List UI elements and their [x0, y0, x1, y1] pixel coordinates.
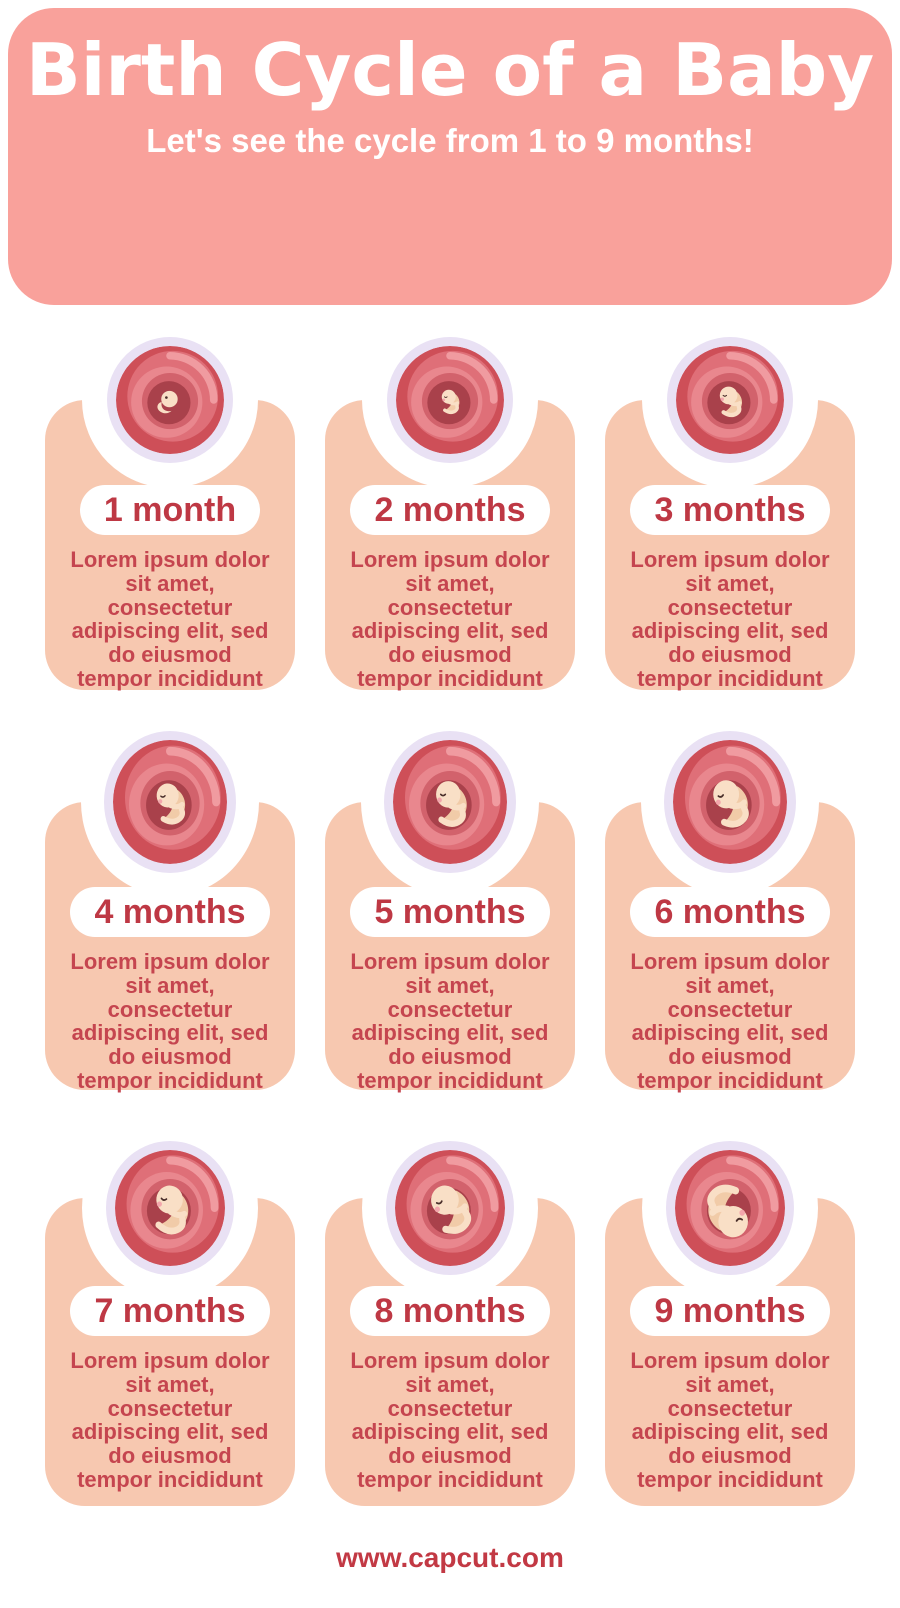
womb-illustration-icon [384, 731, 516, 873]
cards-row-2: 4 months Lorem ipsum dolor sit amet, con… [0, 708, 900, 1093]
womb-illustration-icon [667, 337, 793, 463]
month-card: 7 months Lorem ipsum dolor sit amet, con… [45, 1117, 295, 1506]
header-banner: Birth Cycle of a Baby Let's see the cycl… [8, 8, 892, 305]
womb-illustration-icon [386, 1141, 514, 1275]
cards-grid: 1 month Lorem ipsum dolor sit amet, cons… [0, 312, 900, 1506]
womb-illustration-icon [104, 731, 236, 873]
card-description: Lorem ipsum dolor sit amet, consectetur … [70, 1348, 270, 1492]
website-url: www.capcut.com [336, 1542, 564, 1573]
month-label: 5 months [350, 887, 550, 937]
month-card: 2 months Lorem ipsum dolor sit amet, con… [325, 312, 575, 691]
card-description: Lorem ipsum dolor sit amet, consectetur … [630, 547, 830, 691]
month-label: 2 months [350, 485, 550, 535]
month-card: 6 months Lorem ipsum dolor sit amet, con… [605, 708, 855, 1093]
womb-illustration-icon [664, 731, 796, 873]
month-label: 1 month [79, 485, 261, 535]
month-card: 4 months Lorem ipsum dolor sit amet, con… [45, 708, 295, 1093]
month-card: 9 months Lorem ipsum dolor sit amet, con… [605, 1117, 855, 1506]
month-label: 8 months [350, 1286, 550, 1336]
month-label-pill: 7 months [45, 1286, 295, 1336]
infographic-canvas: Birth Cycle of a Baby Let's see the cycl… [0, 8, 900, 1574]
month-label-pill: 3 months [605, 485, 855, 535]
month-label-pill: 8 months [325, 1286, 575, 1336]
month-label: 3 months [630, 485, 830, 535]
month-label-pill: 4 months [45, 887, 295, 937]
month-label-pill: 5 months [325, 887, 575, 937]
month-label-pill: 1 month [45, 485, 295, 535]
month-card: 5 months Lorem ipsum dolor sit amet, con… [325, 708, 575, 1093]
card-description: Lorem ipsum dolor sit amet, consectetur … [70, 949, 270, 1093]
month-label: 4 months [70, 887, 270, 937]
month-card: 8 months Lorem ipsum dolor sit amet, con… [325, 1117, 575, 1506]
womb-illustration-icon [106, 1141, 234, 1275]
month-label: 6 months [630, 887, 830, 937]
month-card: 1 month Lorem ipsum dolor sit amet, cons… [45, 312, 295, 691]
womb-illustration-icon [666, 1141, 794, 1275]
month-label-pill: 9 months [605, 1286, 855, 1336]
cards-row-1: 1 month Lorem ipsum dolor sit amet, cons… [0, 312, 900, 691]
month-label: 7 months [70, 1286, 270, 1336]
womb-illustration-icon [107, 337, 233, 463]
month-card: 3 months Lorem ipsum dolor sit amet, con… [605, 312, 855, 691]
card-description: Lorem ipsum dolor sit amet, consectetur … [350, 547, 550, 691]
card-description: Lorem ipsum dolor sit amet, consectetur … [70, 547, 270, 691]
card-description: Lorem ipsum dolor sit amet, consectetur … [350, 949, 550, 1093]
month-label-pill: 6 months [605, 887, 855, 937]
womb-illustration-icon [387, 337, 513, 463]
cards-row-3: 7 months Lorem ipsum dolor sit amet, con… [0, 1117, 900, 1506]
card-description: Lorem ipsum dolor sit amet, consectetur … [350, 1348, 550, 1492]
month-label-pill: 2 months [325, 485, 575, 535]
month-label: 9 months [630, 1286, 830, 1336]
card-description: Lorem ipsum dolor sit amet, consectetur … [630, 1348, 830, 1492]
footer: www.capcut.com [0, 1542, 900, 1574]
card-description: Lorem ipsum dolor sit amet, consectetur … [630, 949, 830, 1093]
page-title: Birth Cycle of a Baby [25, 28, 875, 112]
page-subtitle: Let's see the cycle from 1 to 9 months! [146, 122, 754, 160]
